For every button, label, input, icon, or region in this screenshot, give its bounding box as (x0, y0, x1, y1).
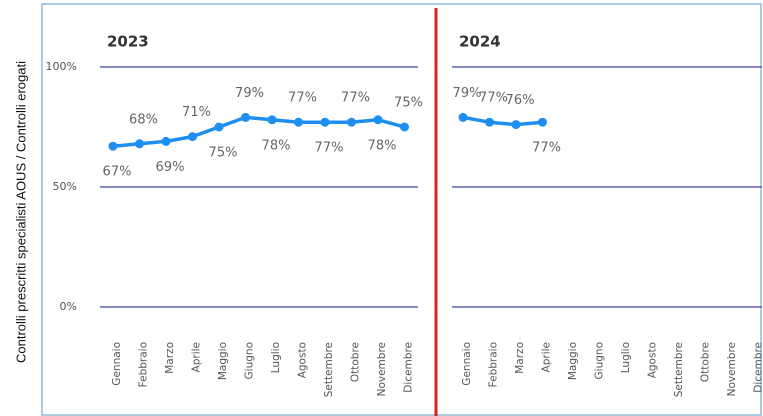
frame (41, 3, 762, 416)
data-point (188, 132, 197, 142)
data-point (214, 122, 224, 132)
x-tick-label: Marzo (164, 342, 176, 374)
data-label: 77% (341, 91, 370, 106)
data-point (241, 112, 250, 122)
x-tick-label: Giugno (244, 342, 256, 379)
x-tick-label: Novembre (726, 342, 738, 396)
panel-title: 2024 (459, 33, 501, 51)
x-tick-label: Luglio (270, 342, 282, 373)
x-tick-label: Maggio (217, 342, 229, 380)
y-tick-label: 50% (53, 180, 77, 193)
data-point (135, 139, 144, 149)
x-tick-label: Novembre (376, 342, 388, 396)
x-tick-label: Aprile (191, 342, 203, 372)
y-axis-label: Controlli prescritti specialisti AOUS / … (13, 61, 28, 363)
x-tick-label: Maggio (567, 342, 579, 380)
data-point (320, 117, 330, 127)
data-point (538, 117, 547, 127)
y-tick-label: 100% (46, 60, 77, 73)
data-label: 79% (235, 86, 264, 101)
data-label: 77% (315, 141, 344, 156)
x-tick-label: Dicembre (403, 342, 415, 393)
data-label: 75% (209, 146, 238, 161)
x-tick-label: Settembre (673, 342, 685, 397)
x-tick-label: Ottobre (700, 342, 712, 382)
data-label: 69% (156, 160, 185, 175)
data-label: 77% (479, 91, 508, 106)
series-line (462, 115, 543, 127)
data-label: 67% (103, 165, 132, 180)
data-label: 77% (532, 141, 561, 156)
x-tick-label: Agosto (297, 342, 309, 378)
data-point (108, 141, 118, 151)
data-label: 71% (182, 105, 211, 120)
x-tick-label: Marzo (514, 342, 526, 374)
x-tick-label: Luglio (620, 342, 632, 373)
x-tick-label: Febbraio (138, 342, 150, 387)
data-point (373, 115, 383, 125)
data-point (485, 117, 494, 127)
x-tick-label: Ottobre (350, 342, 362, 382)
data-point (458, 112, 468, 122)
x-tick-label: Dicembre (753, 342, 763, 393)
data-point (294, 117, 303, 127)
x-tick-label: Agosto (647, 342, 659, 378)
data-label: 68% (129, 112, 158, 127)
data-point (511, 120, 521, 130)
x-tick-label: Gennaio (111, 342, 123, 386)
y-tick-label: 0% (60, 300, 77, 313)
panel-title: 2023 (107, 33, 149, 51)
x-tick-label: Giugno (594, 342, 606, 379)
x-tick-label: Settembre (323, 342, 335, 397)
data-point (161, 136, 171, 146)
x-tick-label: Gennaio (461, 342, 473, 386)
data-label: 78% (368, 138, 397, 153)
data-point (267, 115, 277, 125)
x-tick-label: Aprile (541, 342, 553, 372)
data-label: 79% (453, 86, 482, 101)
data-point (400, 122, 409, 132)
data-label: 77% (288, 91, 317, 106)
data-label: 75% (394, 96, 423, 111)
x-tick-label: Febbraio (488, 342, 500, 387)
data-point (347, 117, 356, 127)
data-label: 78% (262, 138, 291, 153)
data-label: 76% (506, 93, 535, 108)
